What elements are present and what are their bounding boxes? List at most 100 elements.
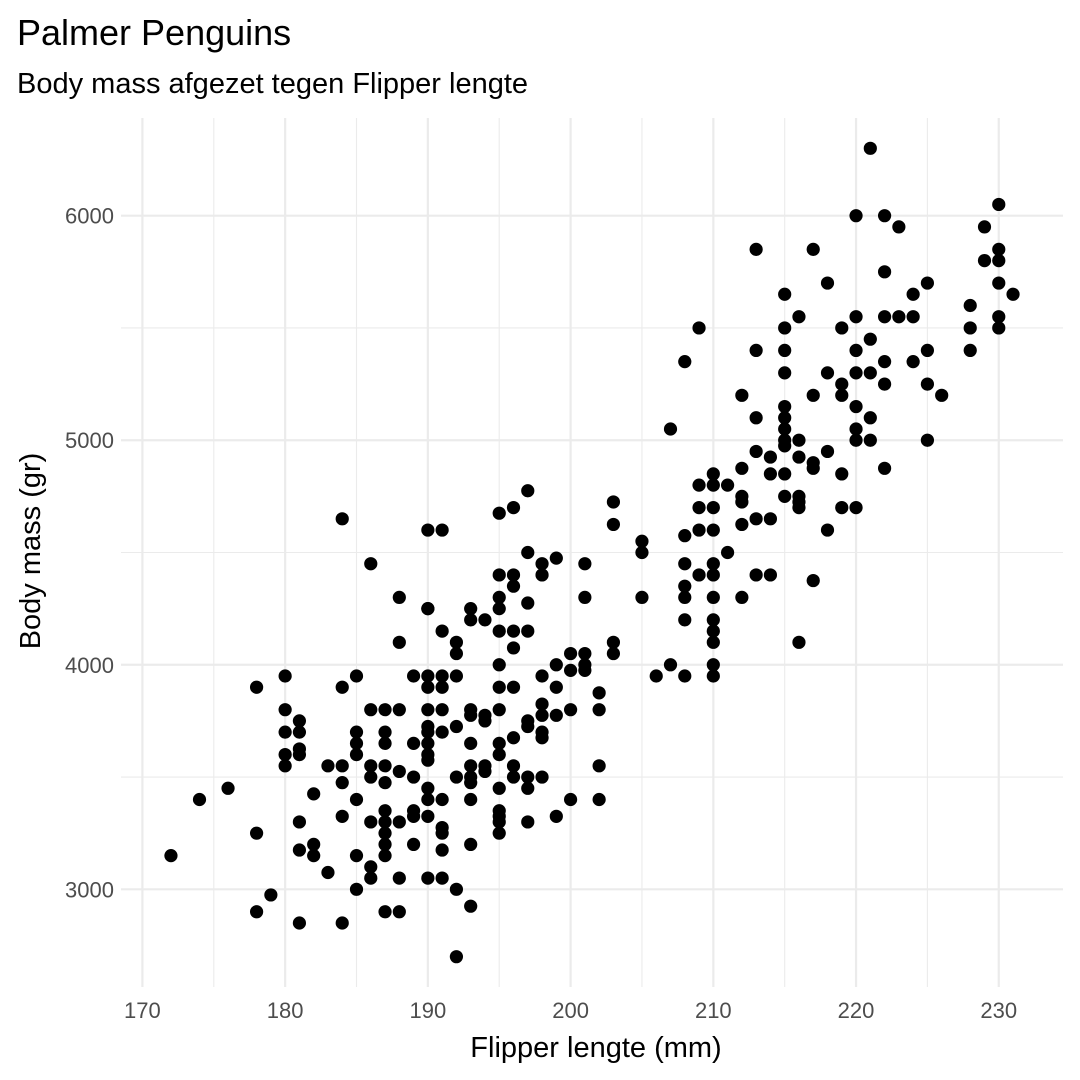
data-point (778, 422, 792, 436)
data-point (778, 489, 792, 503)
data-point (492, 781, 506, 795)
data-point (692, 523, 706, 537)
data-point (521, 770, 535, 784)
data-point (335, 776, 349, 790)
data-point (749, 343, 763, 358)
data-point (835, 388, 849, 402)
data-point (749, 242, 763, 256)
data-point (449, 719, 464, 734)
data-point (763, 450, 778, 464)
data-point (549, 680, 563, 694)
tick-labels: 170 180 190 200 210 220 230 3000 4000 5000 6000 (65, 204, 1017, 1023)
data-point (535, 669, 549, 683)
data-point (278, 703, 292, 717)
data-point (449, 635, 464, 649)
data-point (349, 736, 364, 750)
data-point (535, 697, 549, 711)
data-point (478, 764, 492, 779)
data-point (264, 888, 278, 902)
data-point (435, 792, 449, 807)
data-point (321, 865, 335, 880)
data-point (378, 736, 392, 750)
data-point (992, 310, 1006, 324)
data-point (849, 310, 863, 324)
data-point (464, 602, 478, 616)
data-point (792, 433, 806, 447)
data-point (464, 759, 478, 773)
data-point (378, 804, 392, 818)
data-point (249, 905, 264, 919)
data-point (521, 815, 535, 829)
data-point (506, 579, 521, 593)
data-point (464, 776, 478, 790)
data-point (678, 579, 692, 593)
data-point (849, 500, 863, 515)
data-point (920, 343, 935, 358)
data-point (849, 433, 863, 447)
data-point (792, 635, 806, 649)
data-point (849, 399, 863, 414)
data-point (877, 461, 892, 475)
data-point (406, 669, 421, 683)
data-point (364, 703, 378, 717)
data-point (592, 686, 606, 700)
data-point (392, 635, 406, 649)
data-point (278, 747, 292, 762)
data-point (406, 837, 421, 852)
data-point (863, 433, 877, 447)
data-point (692, 568, 706, 582)
data-point (578, 590, 592, 605)
data-point (492, 680, 506, 694)
data-point (635, 590, 649, 605)
data-point (521, 719, 535, 734)
data-point (421, 725, 435, 739)
data-point (549, 809, 563, 823)
x-tick-label: 230 (980, 998, 1017, 1023)
data-point (435, 624, 449, 638)
data-point (592, 703, 606, 717)
data-point (835, 377, 849, 391)
data-point (906, 287, 920, 301)
data-point (392, 764, 406, 779)
data-point (392, 815, 406, 829)
data-point (963, 321, 977, 335)
data-point (364, 815, 378, 829)
data-point (249, 826, 264, 840)
y-tick-label: 5000 (65, 428, 114, 453)
data-point (606, 495, 621, 509)
data-point (364, 759, 378, 773)
data-point (492, 826, 506, 840)
data-point (678, 613, 692, 627)
data-point (421, 736, 435, 750)
data-point (506, 568, 521, 582)
x-tick-label: 210 (695, 998, 732, 1023)
data-point (706, 523, 720, 537)
x-tick-label: 180 (267, 998, 304, 1023)
data-point (392, 590, 406, 605)
data-point (449, 770, 464, 784)
data-point (778, 467, 792, 481)
data-point (835, 467, 849, 481)
data-point (678, 557, 692, 571)
data-point (492, 568, 506, 582)
data-point (692, 478, 706, 492)
data-point (720, 545, 735, 560)
data-point (606, 646, 621, 661)
data-point (706, 467, 720, 481)
data-point (192, 792, 207, 807)
data-point (792, 450, 806, 464)
data-point (706, 669, 720, 683)
data-point (349, 725, 364, 739)
data-point (778, 321, 792, 335)
data-point (877, 377, 892, 391)
data-point (364, 770, 378, 784)
data-point (877, 355, 892, 369)
data-point (563, 792, 578, 807)
data-point (820, 444, 835, 459)
data-point (464, 899, 478, 913)
data-point (806, 461, 820, 475)
data-point (307, 837, 321, 852)
data-point (478, 714, 492, 728)
data-point (435, 523, 449, 537)
data-point (464, 613, 478, 627)
